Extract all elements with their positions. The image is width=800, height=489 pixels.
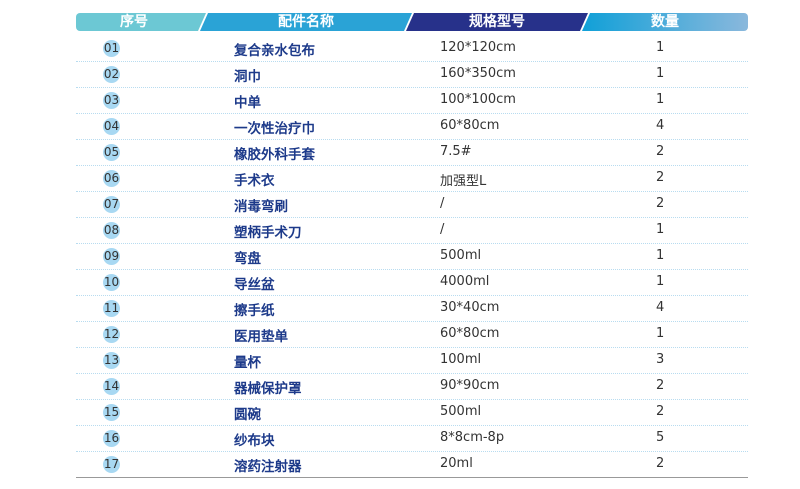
table-row: 12 医用垫单 60*80cm 1 <box>76 321 748 348</box>
row-number: 14 <box>103 378 120 395</box>
row-number: 06 <box>103 170 120 187</box>
table-row: 03 中单 100*100cm 1 <box>76 87 748 114</box>
table-row: 09 弯盘 500ml 1 <box>76 243 748 270</box>
table-row: 05 橡胶外科手套 7.5# 2 <box>76 139 748 166</box>
row-number: 05 <box>103 144 120 161</box>
part-name: 中单 <box>234 95 261 111</box>
table-row: 11 擦手纸 30*40cm 4 <box>76 295 748 322</box>
part-name: 圆碗 <box>234 407 261 423</box>
part-spec: / <box>440 222 445 237</box>
table-row: 16 纱布块 8*8cm-8p 5 <box>76 425 748 452</box>
table-row: 15 圆碗 500ml 2 <box>76 399 748 426</box>
part-qty: 2 <box>656 170 665 185</box>
part-qty: 2 <box>656 404 665 419</box>
part-qty: 1 <box>656 92 665 107</box>
part-name: 复合亲水包布 <box>234 43 315 59</box>
row-number: 11 <box>103 300 120 317</box>
row-number: 16 <box>103 430 120 447</box>
part-name: 消毒弯刷 <box>234 199 288 215</box>
part-name: 洞巾 <box>234 69 261 85</box>
table-row: 08 塑柄手术刀 / 1 <box>76 217 748 244</box>
part-qty: 4 <box>656 300 665 315</box>
part-qty: 1 <box>656 274 665 289</box>
part-name: 导丝盆 <box>234 277 275 293</box>
part-spec: 60*80cm <box>440 326 500 341</box>
part-name: 手术衣 <box>234 173 275 189</box>
part-name: 器械保护罩 <box>234 381 302 397</box>
row-number: 02 <box>103 66 120 83</box>
part-qty: 1 <box>656 40 665 55</box>
part-spec: 20ml <box>440 456 473 471</box>
header-qty: 数量 <box>582 13 748 31</box>
part-spec: 7.5# <box>440 144 472 159</box>
row-number: 12 <box>103 326 120 343</box>
part-spec: 160*350cm <box>440 66 516 81</box>
row-number: 03 <box>103 92 120 109</box>
part-spec: 4000ml <box>440 274 490 289</box>
row-number: 01 <box>103 40 120 57</box>
table-row: 01 复合亲水包布 120*120cm 1 <box>76 35 748 62</box>
part-qty: 2 <box>656 196 665 211</box>
part-spec: 100*100cm <box>440 92 516 107</box>
part-spec: 30*40cm <box>440 300 500 315</box>
part-name: 纱布块 <box>234 433 275 449</box>
part-qty: 5 <box>656 430 665 445</box>
row-number: 08 <box>103 222 120 239</box>
part-qty: 1 <box>656 222 665 237</box>
part-qty: 1 <box>656 326 665 341</box>
header-name: 配件名称 <box>200 13 412 31</box>
row-number: 10 <box>103 274 120 291</box>
part-qty: 2 <box>656 456 665 471</box>
row-number: 17 <box>103 456 120 473</box>
part-spec: 500ml <box>440 248 482 263</box>
header-no: 序号 <box>76 13 206 31</box>
part-name: 医用垫单 <box>234 329 288 345</box>
part-name: 橡胶外科手套 <box>234 147 315 163</box>
table-row: 17 溶药注射器 20ml 2 <box>76 451 748 478</box>
part-qty: 2 <box>656 378 665 393</box>
part-spec: 500ml <box>440 404 482 419</box>
part-name: 一次性治疗巾 <box>234 121 315 137</box>
table-row: 02 洞巾 160*350cm 1 <box>76 61 748 88</box>
part-name: 量杯 <box>234 355 261 371</box>
part-qty: 2 <box>656 144 665 159</box>
part-spec: 加强型L <box>440 174 487 189</box>
part-name: 弯盘 <box>234 251 261 267</box>
part-qty: 4 <box>656 118 665 133</box>
row-number: 07 <box>103 196 120 213</box>
table-row: 06 手术衣 加强型L 2 <box>76 165 748 192</box>
header-spec: 规格型号 <box>406 13 588 31</box>
part-spec: 100ml <box>440 352 482 367</box>
part-qty: 1 <box>656 66 665 81</box>
row-number: 13 <box>103 352 120 369</box>
part-spec: 120*120cm <box>440 40 516 55</box>
table-row: 04 一次性治疗巾 60*80cm 4 <box>76 113 748 140</box>
table-row: 07 消毒弯刷 / 2 <box>76 191 748 218</box>
part-spec: 60*80cm <box>440 118 500 133</box>
part-spec: / <box>440 196 445 211</box>
table-row: 13 量杯 100ml 3 <box>76 347 748 374</box>
row-number: 09 <box>103 248 120 265</box>
part-qty: 3 <box>656 352 665 367</box>
part-name: 塑柄手术刀 <box>234 225 302 241</box>
header-no-label: 序号 <box>120 14 148 30</box>
part-qty: 1 <box>656 248 665 263</box>
part-spec: 8*8cm-8p <box>440 430 505 445</box>
part-spec: 90*90cm <box>440 378 500 393</box>
part-name: 擦手纸 <box>234 303 275 319</box>
table-row: 14 器械保护罩 90*90cm 2 <box>76 373 748 400</box>
row-number: 15 <box>103 404 120 421</box>
part-name: 溶药注射器 <box>234 459 302 475</box>
table-row: 10 导丝盆 4000ml 1 <box>76 269 748 296</box>
row-number: 04 <box>103 118 120 135</box>
